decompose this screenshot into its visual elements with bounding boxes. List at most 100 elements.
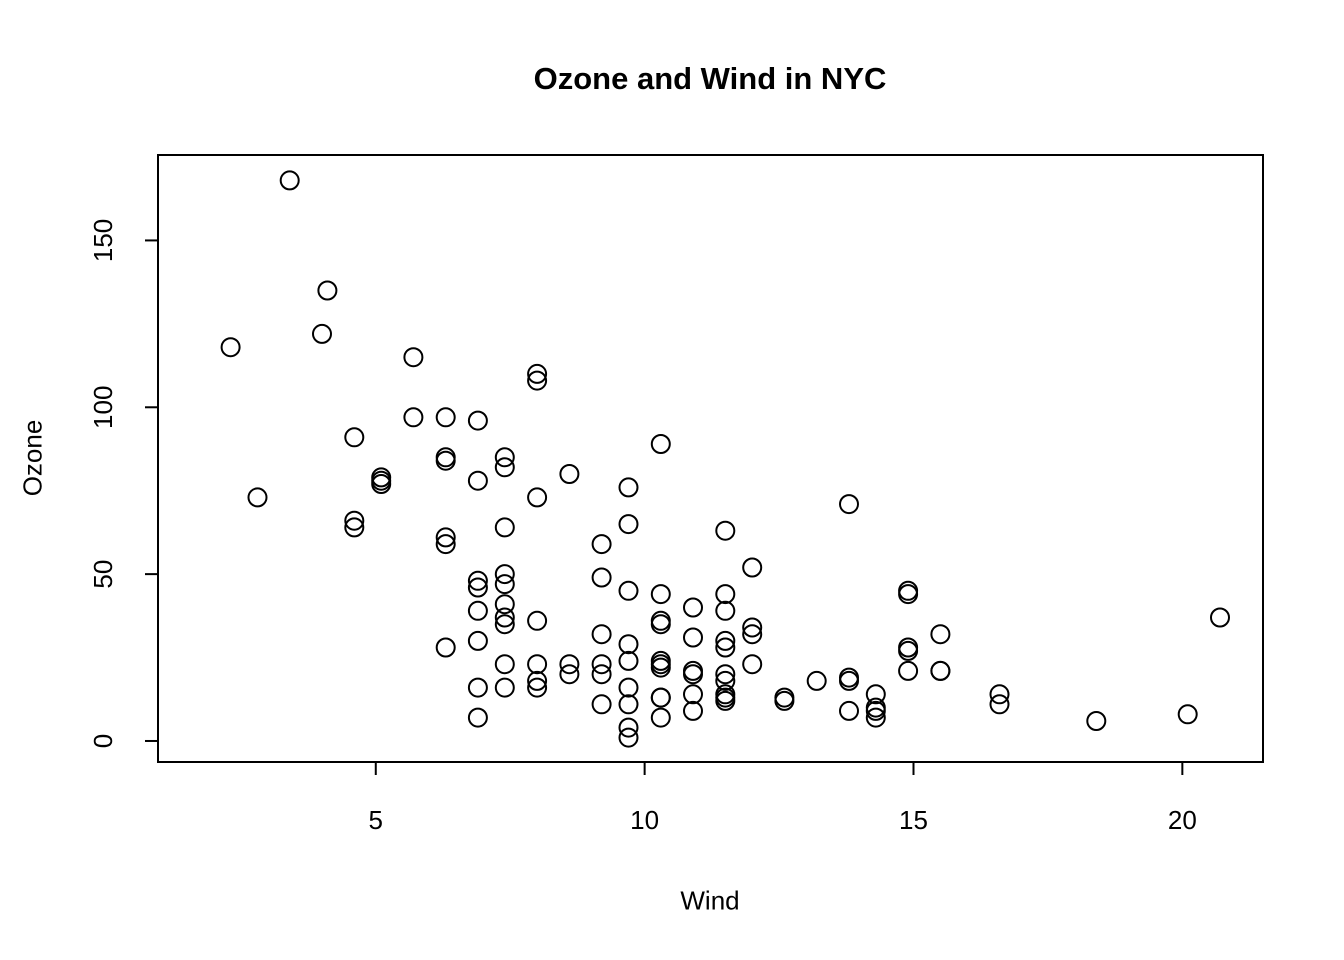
data-point [279, 170, 300, 191]
data-point [618, 677, 639, 698]
data-point [527, 610, 548, 631]
data-point [344, 510, 365, 531]
data-point [435, 527, 456, 548]
data-point [898, 660, 919, 681]
data-point [403, 347, 424, 368]
data-point [618, 477, 639, 498]
x-tick-label: 5 [369, 805, 383, 835]
data-point [865, 700, 886, 721]
data-point [435, 407, 456, 428]
data-point [494, 447, 515, 468]
data-point [494, 677, 515, 698]
data-point [715, 687, 736, 708]
data-point [742, 624, 763, 645]
data-point [650, 707, 671, 728]
data-point [344, 517, 365, 538]
data-point [806, 670, 827, 691]
data-point [930, 660, 951, 681]
data-point [650, 650, 671, 671]
data-point [467, 470, 488, 491]
data-point [989, 694, 1010, 715]
data-point [494, 457, 515, 478]
data-point [839, 700, 859, 721]
data-point [591, 694, 612, 715]
data-point [1086, 711, 1107, 731]
data-point [559, 664, 580, 685]
data-point [898, 640, 919, 661]
data-point [559, 464, 580, 484]
data-point [403, 407, 424, 428]
data-point [591, 534, 612, 555]
data-point [715, 664, 736, 685]
data-point [774, 687, 795, 708]
data-point [220, 337, 241, 358]
data-point [865, 684, 886, 705]
data-point [683, 700, 703, 721]
data-point [591, 624, 612, 645]
y-tick-label: 150 [88, 219, 118, 262]
x-tick-label: 10 [630, 805, 659, 835]
data-point [930, 624, 951, 645]
data-point [715, 670, 736, 691]
data-point [467, 410, 488, 431]
data-point [591, 654, 612, 675]
data-point [494, 574, 515, 595]
y-tick-label: 0 [88, 734, 118, 748]
x-tick-label: 20 [1168, 805, 1197, 835]
data-point [650, 687, 671, 708]
data-point [467, 577, 488, 598]
data-point [650, 584, 671, 605]
data-point [467, 707, 488, 728]
data-point [494, 654, 515, 675]
y-axis-title: Ozone [17, 419, 48, 497]
data-point [467, 600, 488, 621]
data-point [527, 670, 548, 691]
data-point [527, 487, 548, 508]
data-point [344, 427, 365, 448]
data-point [527, 363, 548, 384]
data-point [618, 650, 639, 671]
data-point [865, 707, 886, 728]
data-point [467, 630, 488, 651]
data-point [527, 654, 548, 675]
data-point [618, 634, 639, 655]
data-point [1210, 607, 1230, 628]
data-point [371, 470, 392, 491]
data-point [715, 584, 736, 605]
data-point [683, 627, 703, 648]
data-point [618, 694, 639, 715]
data-point [494, 594, 515, 615]
data-point [435, 534, 456, 555]
data-point [715, 600, 736, 621]
data-point [435, 447, 456, 468]
data-point [650, 434, 671, 454]
x-tick-label: 15 [899, 805, 928, 835]
data-point [467, 677, 488, 698]
data-point [559, 654, 580, 675]
x-axis-title: Wind [680, 885, 740, 916]
data-point [527, 370, 548, 391]
data-point [618, 580, 639, 601]
y-tick-label: 100 [88, 386, 118, 429]
data-point [494, 517, 515, 538]
data-point [247, 487, 268, 508]
data-point [715, 637, 736, 658]
data-point [839, 670, 859, 691]
data-point [839, 494, 859, 515]
data-point [591, 664, 612, 685]
data-point [742, 617, 763, 638]
data-point [989, 684, 1010, 705]
data-point [312, 323, 332, 344]
y-tick-label: 50 [88, 560, 118, 589]
data-point [715, 520, 736, 541]
data-point [683, 660, 703, 681]
data-point [435, 637, 456, 658]
data-point [317, 280, 338, 301]
chart-title: Ozone and Wind in NYC [533, 61, 887, 96]
data-point [742, 654, 763, 675]
data-point [650, 610, 671, 631]
data-point [742, 557, 763, 578]
data-point [1177, 704, 1198, 725]
data-point [618, 514, 639, 535]
